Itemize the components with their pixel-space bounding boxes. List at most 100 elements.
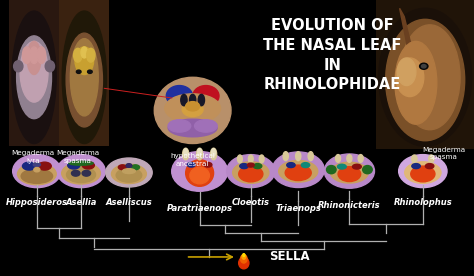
Ellipse shape bbox=[182, 102, 203, 117]
Ellipse shape bbox=[73, 48, 82, 62]
Ellipse shape bbox=[33, 163, 40, 166]
Ellipse shape bbox=[88, 70, 92, 73]
Ellipse shape bbox=[57, 155, 105, 188]
Text: Paratriaenops: Paratriaenops bbox=[167, 204, 233, 213]
Ellipse shape bbox=[181, 94, 187, 106]
Ellipse shape bbox=[68, 162, 80, 169]
Ellipse shape bbox=[272, 152, 324, 187]
Ellipse shape bbox=[301, 163, 310, 168]
Ellipse shape bbox=[106, 158, 152, 187]
Ellipse shape bbox=[18, 163, 56, 185]
Ellipse shape bbox=[379, 8, 472, 146]
Ellipse shape bbox=[72, 170, 80, 176]
Ellipse shape bbox=[239, 257, 249, 269]
Ellipse shape bbox=[197, 148, 203, 160]
Ellipse shape bbox=[353, 164, 361, 169]
Ellipse shape bbox=[76, 70, 81, 73]
Ellipse shape bbox=[308, 152, 313, 161]
Ellipse shape bbox=[421, 65, 426, 68]
Ellipse shape bbox=[20, 41, 48, 102]
Text: SELLA: SELLA bbox=[269, 250, 310, 263]
Ellipse shape bbox=[182, 148, 189, 160]
Ellipse shape bbox=[187, 163, 195, 167]
Text: Rhinolophus: Rhinolophus bbox=[393, 198, 452, 207]
Ellipse shape bbox=[81, 47, 88, 58]
Ellipse shape bbox=[62, 163, 100, 184]
Ellipse shape bbox=[45, 61, 55, 72]
Ellipse shape bbox=[428, 155, 434, 163]
Ellipse shape bbox=[259, 155, 264, 163]
Ellipse shape bbox=[386, 19, 465, 141]
Ellipse shape bbox=[21, 169, 53, 183]
Ellipse shape bbox=[194, 120, 217, 132]
Ellipse shape bbox=[30, 47, 38, 63]
Text: hypothetical
ancestral: hypothetical ancestral bbox=[170, 153, 215, 167]
Text: Megaderma
spasma: Megaderma spasma bbox=[422, 147, 465, 160]
Ellipse shape bbox=[253, 164, 262, 169]
Ellipse shape bbox=[184, 148, 188, 156]
Ellipse shape bbox=[337, 164, 346, 169]
Ellipse shape bbox=[395, 41, 437, 124]
Ellipse shape bbox=[227, 155, 275, 188]
Ellipse shape bbox=[186, 160, 214, 186]
Ellipse shape bbox=[399, 155, 447, 188]
Ellipse shape bbox=[198, 148, 201, 156]
Ellipse shape bbox=[69, 161, 93, 165]
Text: Megaderma
spasma: Megaderma spasma bbox=[56, 150, 100, 164]
Ellipse shape bbox=[154, 77, 231, 144]
Ellipse shape bbox=[172, 152, 228, 191]
Ellipse shape bbox=[14, 61, 23, 72]
Ellipse shape bbox=[22, 162, 36, 170]
Ellipse shape bbox=[13, 155, 61, 188]
Ellipse shape bbox=[211, 148, 216, 156]
Ellipse shape bbox=[118, 165, 127, 170]
Ellipse shape bbox=[66, 33, 102, 127]
Ellipse shape bbox=[210, 148, 217, 160]
Ellipse shape bbox=[166, 86, 192, 106]
Ellipse shape bbox=[190, 167, 210, 184]
Ellipse shape bbox=[336, 155, 341, 162]
Ellipse shape bbox=[38, 162, 51, 170]
Ellipse shape bbox=[248, 155, 253, 163]
Text: Aselliscus: Aselliscus bbox=[106, 198, 152, 207]
Ellipse shape bbox=[82, 170, 91, 176]
Ellipse shape bbox=[22, 47, 31, 63]
Ellipse shape bbox=[123, 169, 136, 174]
Ellipse shape bbox=[186, 102, 200, 111]
Ellipse shape bbox=[324, 154, 374, 188]
Ellipse shape bbox=[87, 48, 95, 62]
Ellipse shape bbox=[397, 58, 416, 86]
Ellipse shape bbox=[400, 25, 460, 130]
Ellipse shape bbox=[285, 165, 311, 181]
Ellipse shape bbox=[37, 47, 46, 63]
Ellipse shape bbox=[126, 164, 132, 168]
Ellipse shape bbox=[111, 164, 146, 184]
Ellipse shape bbox=[330, 162, 368, 183]
Ellipse shape bbox=[425, 164, 434, 169]
Ellipse shape bbox=[412, 155, 417, 163]
Ellipse shape bbox=[411, 166, 435, 182]
Ellipse shape bbox=[190, 94, 196, 106]
Ellipse shape bbox=[279, 160, 318, 182]
Ellipse shape bbox=[233, 162, 269, 183]
Text: Triaenops: Triaenops bbox=[275, 204, 321, 213]
Ellipse shape bbox=[287, 163, 295, 168]
Ellipse shape bbox=[419, 63, 428, 69]
Text: EVOLUTION OF
THE NASAL LEAF
IN
RHINOLOPHIDAE: EVOLUTION OF THE NASAL LEAF IN RHINOLOPH… bbox=[263, 18, 401, 92]
Ellipse shape bbox=[338, 167, 361, 182]
Ellipse shape bbox=[240, 255, 247, 263]
Ellipse shape bbox=[12, 11, 56, 144]
Text: Cloeotis: Cloeotis bbox=[232, 198, 270, 207]
Ellipse shape bbox=[168, 120, 191, 132]
Ellipse shape bbox=[243, 254, 245, 256]
Ellipse shape bbox=[347, 155, 352, 162]
Text: Megaderma
lyra: Megaderma lyra bbox=[11, 150, 55, 164]
Ellipse shape bbox=[240, 164, 248, 169]
FancyBboxPatch shape bbox=[376, 0, 474, 149]
Ellipse shape bbox=[283, 152, 288, 161]
Ellipse shape bbox=[405, 162, 441, 183]
Ellipse shape bbox=[168, 119, 217, 137]
Ellipse shape bbox=[242, 254, 246, 259]
Ellipse shape bbox=[75, 47, 93, 75]
Ellipse shape bbox=[82, 162, 94, 169]
